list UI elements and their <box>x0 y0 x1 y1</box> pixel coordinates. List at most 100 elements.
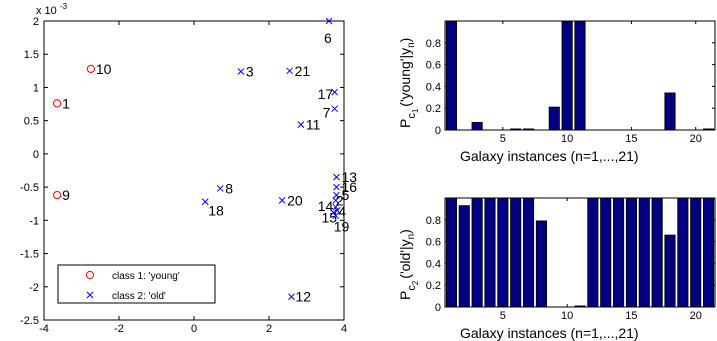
scatter-point-old <box>325 17 333 25</box>
scatter-y-tick-label: 2 <box>33 16 39 28</box>
scatter-y-tick-label: 1 <box>33 82 39 94</box>
scatter-point-label: 5 <box>342 187 350 203</box>
bar-chart-young: 5 10 15 20 0 0.2 0.4 0.6 0.8 Galaxy instances (n… <box>397 20 716 164</box>
bar <box>613 197 625 308</box>
scatter-y-tick-label: -1.5 <box>20 249 39 261</box>
bar-y-tick-label: 0.2 <box>426 280 441 292</box>
bar <box>484 197 496 308</box>
legend-circle-icon <box>85 270 95 280</box>
bar-x-tick-label: 10 <box>561 133 573 145</box>
svg-text:Pc1('young'|yn): Pc1('young'|yn) <box>397 38 420 128</box>
scatter-point-young <box>53 190 62 200</box>
legend-cross-icon <box>86 291 94 299</box>
scatter-point-old <box>297 121 305 129</box>
bar1-axes-box <box>444 20 716 131</box>
bar-y-tick-label: 0.6 <box>426 237 441 249</box>
scatter-y-tick-label: 0.5 <box>24 116 39 128</box>
scatter-y-tick-label: -2.5 <box>20 315 39 327</box>
scatter-point-old <box>333 183 340 191</box>
scatter-x-tick-label: -2 <box>114 323 124 335</box>
bar <box>510 197 522 308</box>
scatter-point-old <box>237 68 245 75</box>
scatter-point-old <box>330 209 337 216</box>
scatter-point-label: 7 <box>323 105 331 121</box>
scatter-y-tick-label: -2 <box>29 282 39 294</box>
bar1-xlabel: Galaxy instances (n=1,...,21) <box>460 148 639 164</box>
scatter-y-tick-label: 1.5 <box>24 49 39 61</box>
scatter-point-label: 19 <box>334 219 350 235</box>
scatter-point-old <box>333 207 341 214</box>
bar <box>677 197 689 308</box>
bar <box>638 197 650 308</box>
scatter-point-label: 21 <box>295 63 311 79</box>
scatter-point-label: 4 <box>338 203 346 219</box>
scatter-point-old <box>333 191 340 199</box>
svg-text:Pc2('old'|yn): Pc2('old'|yn) <box>397 229 420 300</box>
legend-box <box>57 264 216 304</box>
bar2-axes-box <box>444 197 716 308</box>
bar <box>471 121 483 131</box>
scatter-point-label: 20 <box>287 192 303 208</box>
scatter-point-label: 17 <box>318 86 334 102</box>
scatter-point-label: 16 <box>342 179 358 195</box>
bar <box>651 197 663 308</box>
bar <box>561 20 573 131</box>
bar2-xlabel: Galaxy instances (n=1,...,21) <box>460 325 639 341</box>
scatter-y-tick-label: -1 <box>29 215 39 227</box>
scatter-x-tick-label: 0 <box>191 323 197 335</box>
bar <box>690 197 702 308</box>
scatter-y-exponent-base: x 10 <box>36 5 57 17</box>
legend-item-old: class 2: 'old' <box>112 291 166 302</box>
scatter-point-old <box>201 198 209 206</box>
scatter-point-label: 10 <box>96 61 112 77</box>
bar2-ylabel: Pc2('old'|yn) <box>397 229 420 300</box>
scatter-x-tick-label: -4 <box>39 323 49 335</box>
scatter-point-label: 2 <box>336 192 344 208</box>
scatter-point-old <box>286 67 293 75</box>
scatter-point-label: 13 <box>342 169 358 185</box>
bar-y-tick-label: 0 <box>435 125 441 137</box>
bar <box>535 220 547 308</box>
bar-x-tick-label: 15 <box>625 133 637 145</box>
scatter-point-old <box>331 105 338 113</box>
bar-x-tick-label: 5 <box>500 133 506 145</box>
legend-item-young: class 1: 'young' <box>112 271 180 282</box>
bar <box>497 197 509 308</box>
scatter-point-label: 14 <box>318 198 334 214</box>
scatter-point-old <box>278 197 286 204</box>
bar1-ylabel: Pc1('young'|yn) <box>397 38 420 128</box>
bar-x-tick-label: 20 <box>690 310 702 322</box>
scatter-legend: class 1: 'young' class 2: 'old' <box>57 264 216 304</box>
scatter-point-old <box>333 173 340 181</box>
scatter-point-label: 11 <box>306 117 321 133</box>
bar <box>574 20 586 131</box>
scatter-point-old <box>332 203 340 211</box>
bar <box>445 20 457 131</box>
bar <box>458 205 470 308</box>
bar <box>445 197 457 308</box>
bar <box>664 92 676 131</box>
scatter-point-label: 3 <box>246 63 254 79</box>
scatter-point-old <box>288 293 295 301</box>
scatter-point-label: 6 <box>324 30 332 46</box>
bar <box>664 234 676 308</box>
bar-x-tick-label: 20 <box>690 133 702 145</box>
bar-y-tick-label: 0.4 <box>426 258 441 270</box>
bar <box>523 197 535 308</box>
bar-x-tick-label: 10 <box>561 310 573 322</box>
bar-y-tick-label: 0.8 <box>426 38 441 50</box>
scatter-point-young <box>53 99 62 108</box>
scatter-y-exponent-power: -3 <box>60 2 68 11</box>
scatter-point-old <box>216 185 224 192</box>
scatter-point-old <box>332 212 340 220</box>
bar <box>625 197 637 308</box>
bar <box>600 197 612 308</box>
scatter-point-label: 9 <box>62 187 70 203</box>
bar <box>471 197 483 308</box>
bar-chart-old: 5 10 15 20 0 0.2 0.4 0.6 0.8 Galaxy instances (n… <box>397 197 716 341</box>
scatter-point-old <box>332 197 340 204</box>
bar-x-tick-label: 15 <box>625 310 637 322</box>
scatter-point-young <box>86 64 95 73</box>
